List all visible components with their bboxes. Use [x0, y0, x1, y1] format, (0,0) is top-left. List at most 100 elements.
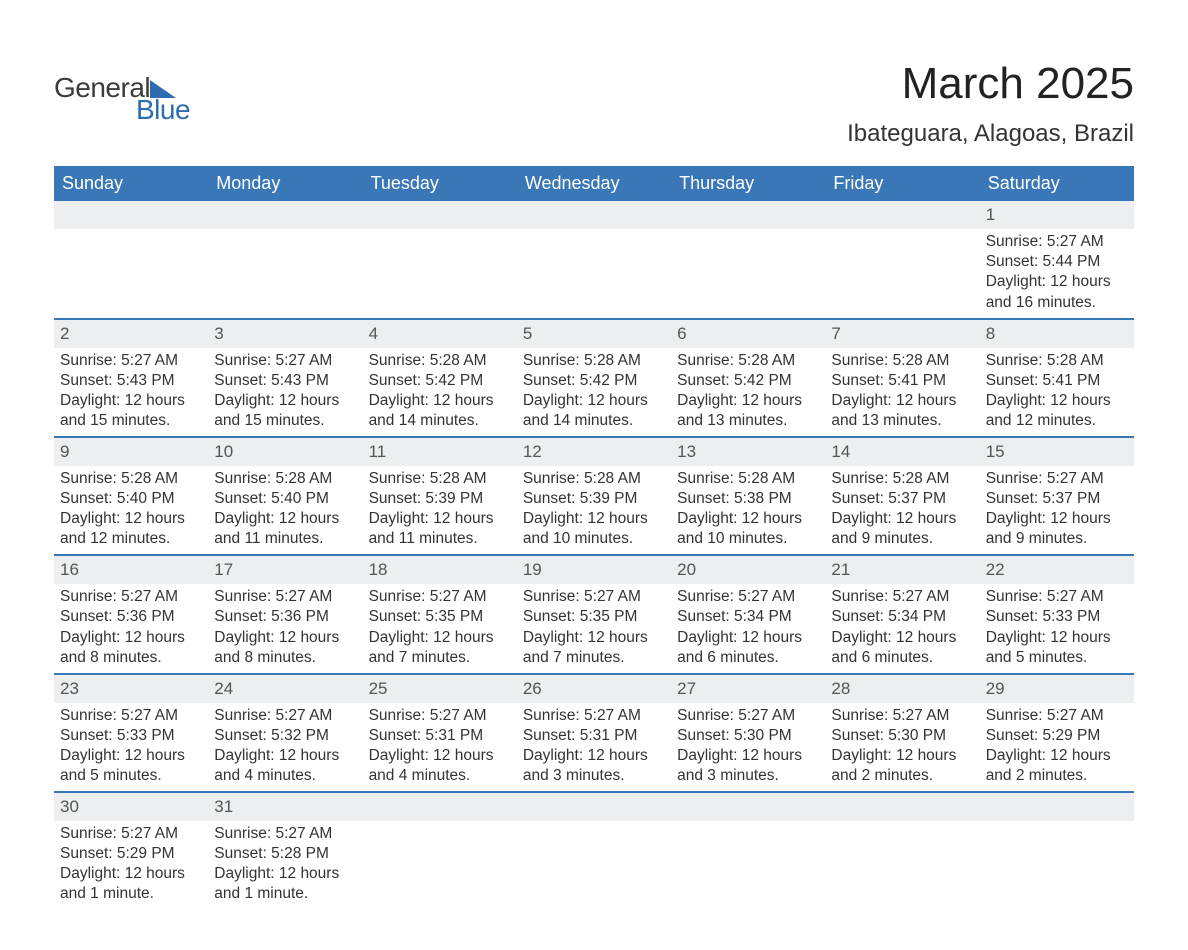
day-number: 4: [363, 320, 517, 348]
weekday-header: Saturday: [980, 166, 1134, 201]
daylight1-text: Daylight: 12 hours: [831, 746, 973, 766]
daylight2-text: and 3 minutes.: [523, 766, 665, 786]
sunset-text: Sunset: 5:33 PM: [986, 607, 1128, 627]
day-detail: Sunrise: 5:28 AMSunset: 5:37 PMDaylight:…: [825, 466, 979, 555]
day-number: 6: [671, 320, 825, 348]
daylight2-text: and 10 minutes.: [523, 529, 665, 549]
calendar-cell: [825, 792, 979, 909]
calendar-cell: 16Sunrise: 5:27 AMSunset: 5:36 PMDayligh…: [54, 555, 208, 673]
daylight1-text: Daylight: 12 hours: [369, 628, 511, 648]
calendar-cell: [671, 201, 825, 318]
sunrise-text: Sunrise: 5:28 AM: [214, 469, 356, 489]
sunrise-text: Sunrise: 5:28 AM: [523, 351, 665, 371]
daylight2-text: and 2 minutes.: [831, 766, 973, 786]
daylight1-text: Daylight: 12 hours: [214, 628, 356, 648]
sunrise-text: Sunrise: 5:27 AM: [677, 587, 819, 607]
calendar-cell: 1Sunrise: 5:27 AMSunset: 5:44 PMDaylight…: [980, 201, 1134, 318]
daylight2-text: and 8 minutes.: [214, 648, 356, 668]
sunset-text: Sunset: 5:41 PM: [986, 371, 1128, 391]
sunrise-text: Sunrise: 5:28 AM: [986, 351, 1128, 371]
weekday-header: Tuesday: [363, 166, 517, 201]
daylight2-text: and 12 minutes.: [60, 529, 202, 549]
sunset-text: Sunset: 5:40 PM: [60, 489, 202, 509]
calendar-cell: 10Sunrise: 5:28 AMSunset: 5:40 PMDayligh…: [208, 437, 362, 555]
sunset-text: Sunset: 5:34 PM: [831, 607, 973, 627]
calendar-cell: 4Sunrise: 5:28 AMSunset: 5:42 PMDaylight…: [363, 319, 517, 437]
daylight2-text: and 10 minutes.: [677, 529, 819, 549]
sunset-text: Sunset: 5:30 PM: [677, 726, 819, 746]
day-detail: Sunrise: 5:28 AMSunset: 5:41 PMDaylight:…: [825, 348, 979, 437]
daylight2-text: and 2 minutes.: [986, 766, 1128, 786]
calendar-cell: 13Sunrise: 5:28 AMSunset: 5:38 PMDayligh…: [671, 437, 825, 555]
day-detail: Sunrise: 5:28 AMSunset: 5:42 PMDaylight:…: [517, 348, 671, 437]
day-detail: Sunrise: 5:27 AMSunset: 5:31 PMDaylight:…: [363, 703, 517, 792]
day-number: 11: [363, 438, 517, 466]
calendar-cell: [825, 201, 979, 318]
daylight1-text: Daylight: 12 hours: [523, 746, 665, 766]
sunset-text: Sunset: 5:40 PM: [214, 489, 356, 509]
calendar-cell: 20Sunrise: 5:27 AMSunset: 5:34 PMDayligh…: [671, 555, 825, 673]
sunset-text: Sunset: 5:42 PM: [369, 371, 511, 391]
daylight1-text: Daylight: 12 hours: [214, 746, 356, 766]
day-detail: Sunrise: 5:28 AMSunset: 5:39 PMDaylight:…: [517, 466, 671, 555]
day-number: 18: [363, 556, 517, 584]
sunrise-text: Sunrise: 5:27 AM: [60, 587, 202, 607]
sunrise-text: Sunrise: 5:27 AM: [986, 706, 1128, 726]
daylight1-text: Daylight: 12 hours: [677, 509, 819, 529]
day-number: 31: [208, 793, 362, 821]
calendar-cell: 29Sunrise: 5:27 AMSunset: 5:29 PMDayligh…: [980, 674, 1134, 792]
daylight2-text: and 6 minutes.: [677, 648, 819, 668]
day-detail: Sunrise: 5:27 AMSunset: 5:29 PMDaylight:…: [980, 703, 1134, 792]
daylight2-text: and 9 minutes.: [986, 529, 1128, 549]
day-detail: Sunrise: 5:27 AMSunset: 5:28 PMDaylight:…: [208, 821, 362, 910]
sunrise-text: Sunrise: 5:28 AM: [369, 469, 511, 489]
month-title: March 2025: [847, 60, 1134, 108]
day-detail: Sunrise: 5:28 AMSunset: 5:38 PMDaylight:…: [671, 466, 825, 555]
sunrise-text: Sunrise: 5:27 AM: [523, 587, 665, 607]
day-number: 9: [54, 438, 208, 466]
sunrise-text: Sunrise: 5:27 AM: [214, 824, 356, 844]
daylight1-text: Daylight: 12 hours: [523, 509, 665, 529]
sunrise-text: Sunrise: 5:27 AM: [214, 351, 356, 371]
daylight2-text: and 16 minutes.: [986, 293, 1128, 313]
sunset-text: Sunset: 5:36 PM: [60, 607, 202, 627]
day-number: 14: [825, 438, 979, 466]
calendar-cell: 27Sunrise: 5:27 AMSunset: 5:30 PMDayligh…: [671, 674, 825, 792]
calendar-cell: 24Sunrise: 5:27 AMSunset: 5:32 PMDayligh…: [208, 674, 362, 792]
day-number: 13: [671, 438, 825, 466]
day-detail: Sunrise: 5:27 AMSunset: 5:31 PMDaylight:…: [517, 703, 671, 792]
daylight2-text: and 14 minutes.: [369, 411, 511, 431]
sunrise-text: Sunrise: 5:27 AM: [60, 706, 202, 726]
sunset-text: Sunset: 5:32 PM: [214, 726, 356, 746]
daylight1-text: Daylight: 12 hours: [831, 509, 973, 529]
daylight2-text: and 14 minutes.: [523, 411, 665, 431]
calendar-cell: 19Sunrise: 5:27 AMSunset: 5:35 PMDayligh…: [517, 555, 671, 673]
daylight2-text: and 7 minutes.: [369, 648, 511, 668]
daylight2-text: and 7 minutes.: [523, 648, 665, 668]
day-number: 7: [825, 320, 979, 348]
daylight1-text: Daylight: 12 hours: [677, 746, 819, 766]
sunset-text: Sunset: 5:29 PM: [986, 726, 1128, 746]
day-number: 29: [980, 675, 1134, 703]
daylight1-text: Daylight: 12 hours: [831, 628, 973, 648]
day-detail: Sunrise: 5:27 AMSunset: 5:32 PMDaylight:…: [208, 703, 362, 792]
sunset-text: Sunset: 5:44 PM: [986, 252, 1128, 272]
daylight1-text: Daylight: 12 hours: [214, 509, 356, 529]
sunrise-text: Sunrise: 5:28 AM: [831, 469, 973, 489]
weekday-header: Friday: [825, 166, 979, 201]
calendar-cell: 26Sunrise: 5:27 AMSunset: 5:31 PMDayligh…: [517, 674, 671, 792]
sunset-text: Sunset: 5:43 PM: [60, 371, 202, 391]
daylight1-text: Daylight: 12 hours: [369, 746, 511, 766]
sunrise-text: Sunrise: 5:28 AM: [677, 351, 819, 371]
weekday-header: Monday: [208, 166, 362, 201]
sunrise-text: Sunrise: 5:27 AM: [369, 587, 511, 607]
daylight1-text: Daylight: 12 hours: [677, 391, 819, 411]
day-number: 28: [825, 675, 979, 703]
calendar-table: SundayMondayTuesdayWednesdayThursdayFrid…: [54, 166, 1134, 909]
sunset-text: Sunset: 5:37 PM: [986, 489, 1128, 509]
day-detail: Sunrise: 5:27 AMSunset: 5:33 PMDaylight:…: [54, 703, 208, 792]
day-detail: Sunrise: 5:27 AMSunset: 5:36 PMDaylight:…: [54, 584, 208, 673]
daylight1-text: Daylight: 12 hours: [214, 864, 356, 884]
daylight1-text: Daylight: 12 hours: [60, 628, 202, 648]
daylight2-text: and 4 minutes.: [214, 766, 356, 786]
